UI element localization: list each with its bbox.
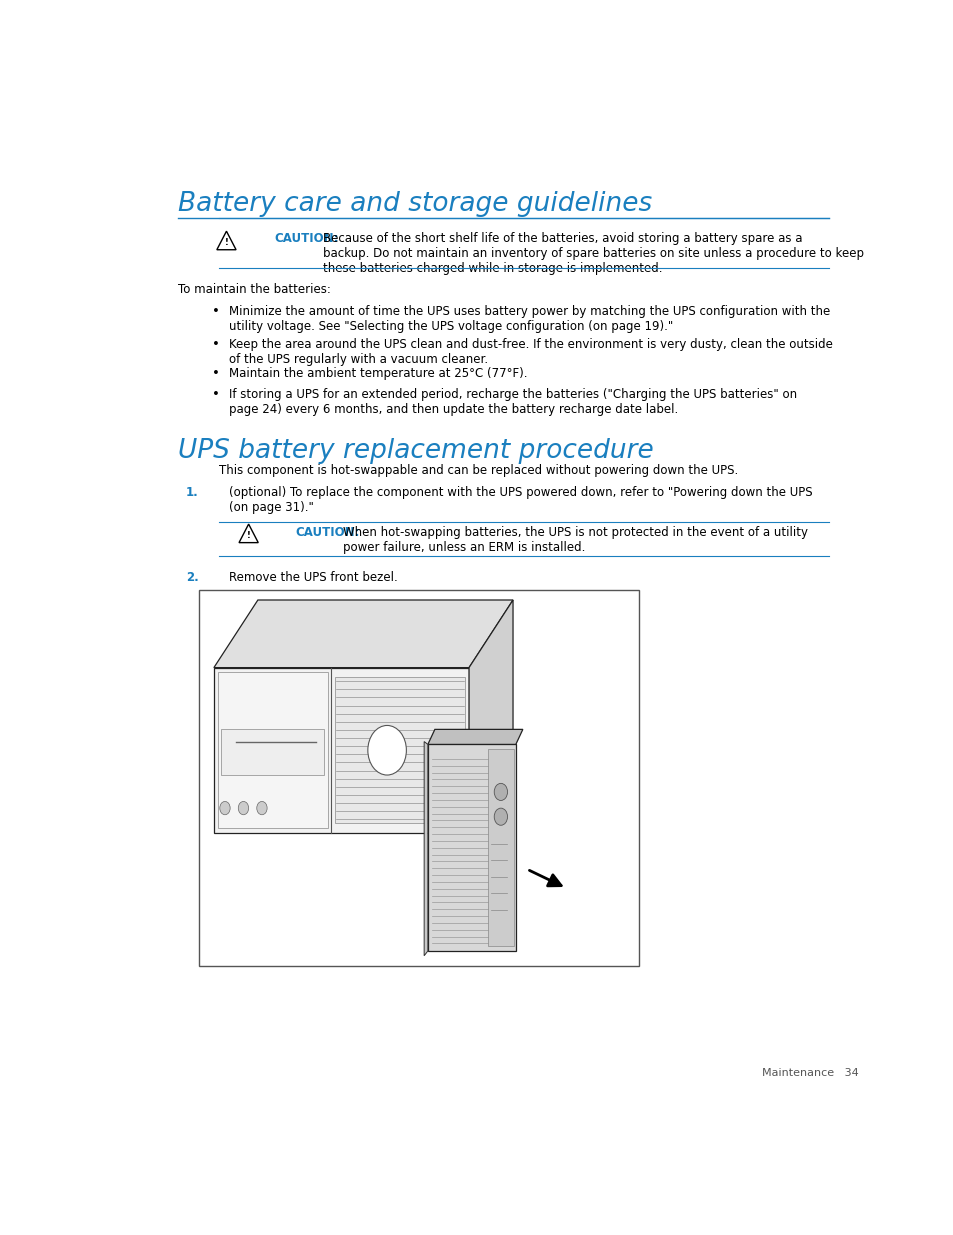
Circle shape — [219, 802, 230, 815]
Text: CAUTION:: CAUTION: — [294, 526, 359, 538]
Circle shape — [238, 802, 249, 815]
Text: 2.: 2. — [186, 572, 198, 584]
Bar — [221, 729, 323, 776]
Text: (optional) To replace the component with the UPS powered down, refer to "Powerin: (optional) To replace the component with… — [229, 485, 811, 514]
Text: Because of the short shelf life of the batteries, avoid storing a battery spare : Because of the short shelf life of the b… — [322, 232, 862, 275]
Text: •: • — [212, 338, 219, 352]
Text: •: • — [212, 367, 219, 380]
Text: 1.: 1. — [186, 485, 198, 499]
Circle shape — [368, 725, 406, 776]
Text: •: • — [212, 388, 219, 401]
Text: Keep the area around the UPS clean and dust-free. If the environment is very dus: Keep the area around the UPS clean and d… — [229, 338, 832, 367]
Bar — [217, 672, 327, 829]
Text: CAUTION:: CAUTION: — [274, 232, 338, 245]
Text: Battery care and storage guidelines: Battery care and storage guidelines — [178, 191, 652, 217]
Text: When hot-swapping batteries, the UPS is not protected in the event of a utility
: When hot-swapping batteries, the UPS is … — [343, 526, 807, 553]
Text: UPS battery replacement procedure: UPS battery replacement procedure — [178, 438, 654, 464]
Polygon shape — [427, 745, 516, 951]
Circle shape — [494, 783, 507, 800]
Polygon shape — [427, 730, 522, 745]
Bar — [199, 590, 639, 966]
Text: Maintain the ambient temperature at 25°C (77°F).: Maintain the ambient temperature at 25°C… — [229, 367, 527, 380]
Text: !: ! — [224, 238, 228, 247]
Polygon shape — [469, 600, 513, 832]
Text: •: • — [212, 305, 219, 319]
Text: Maintenance   34: Maintenance 34 — [761, 1068, 859, 1078]
Text: If storing a UPS for an extended period, recharge the batteries ("Charging the U: If storing a UPS for an extended period,… — [229, 388, 796, 416]
Circle shape — [256, 802, 267, 815]
Polygon shape — [424, 741, 427, 956]
Text: Minimize the amount of time the UPS uses battery power by matching the UPS confi: Minimize the amount of time the UPS uses… — [229, 305, 829, 333]
Text: To maintain the batteries:: To maintain the batteries: — [178, 283, 331, 296]
Circle shape — [494, 808, 507, 825]
Polygon shape — [213, 668, 469, 832]
Polygon shape — [213, 600, 513, 668]
Text: !: ! — [247, 531, 251, 540]
Text: Remove the UPS front bezel.: Remove the UPS front bezel. — [229, 572, 397, 584]
Text: This component is hot-swappable and can be replaced without powering down the UP: This component is hot-swappable and can … — [219, 464, 738, 477]
Bar — [487, 750, 514, 946]
Bar — [335, 677, 465, 824]
